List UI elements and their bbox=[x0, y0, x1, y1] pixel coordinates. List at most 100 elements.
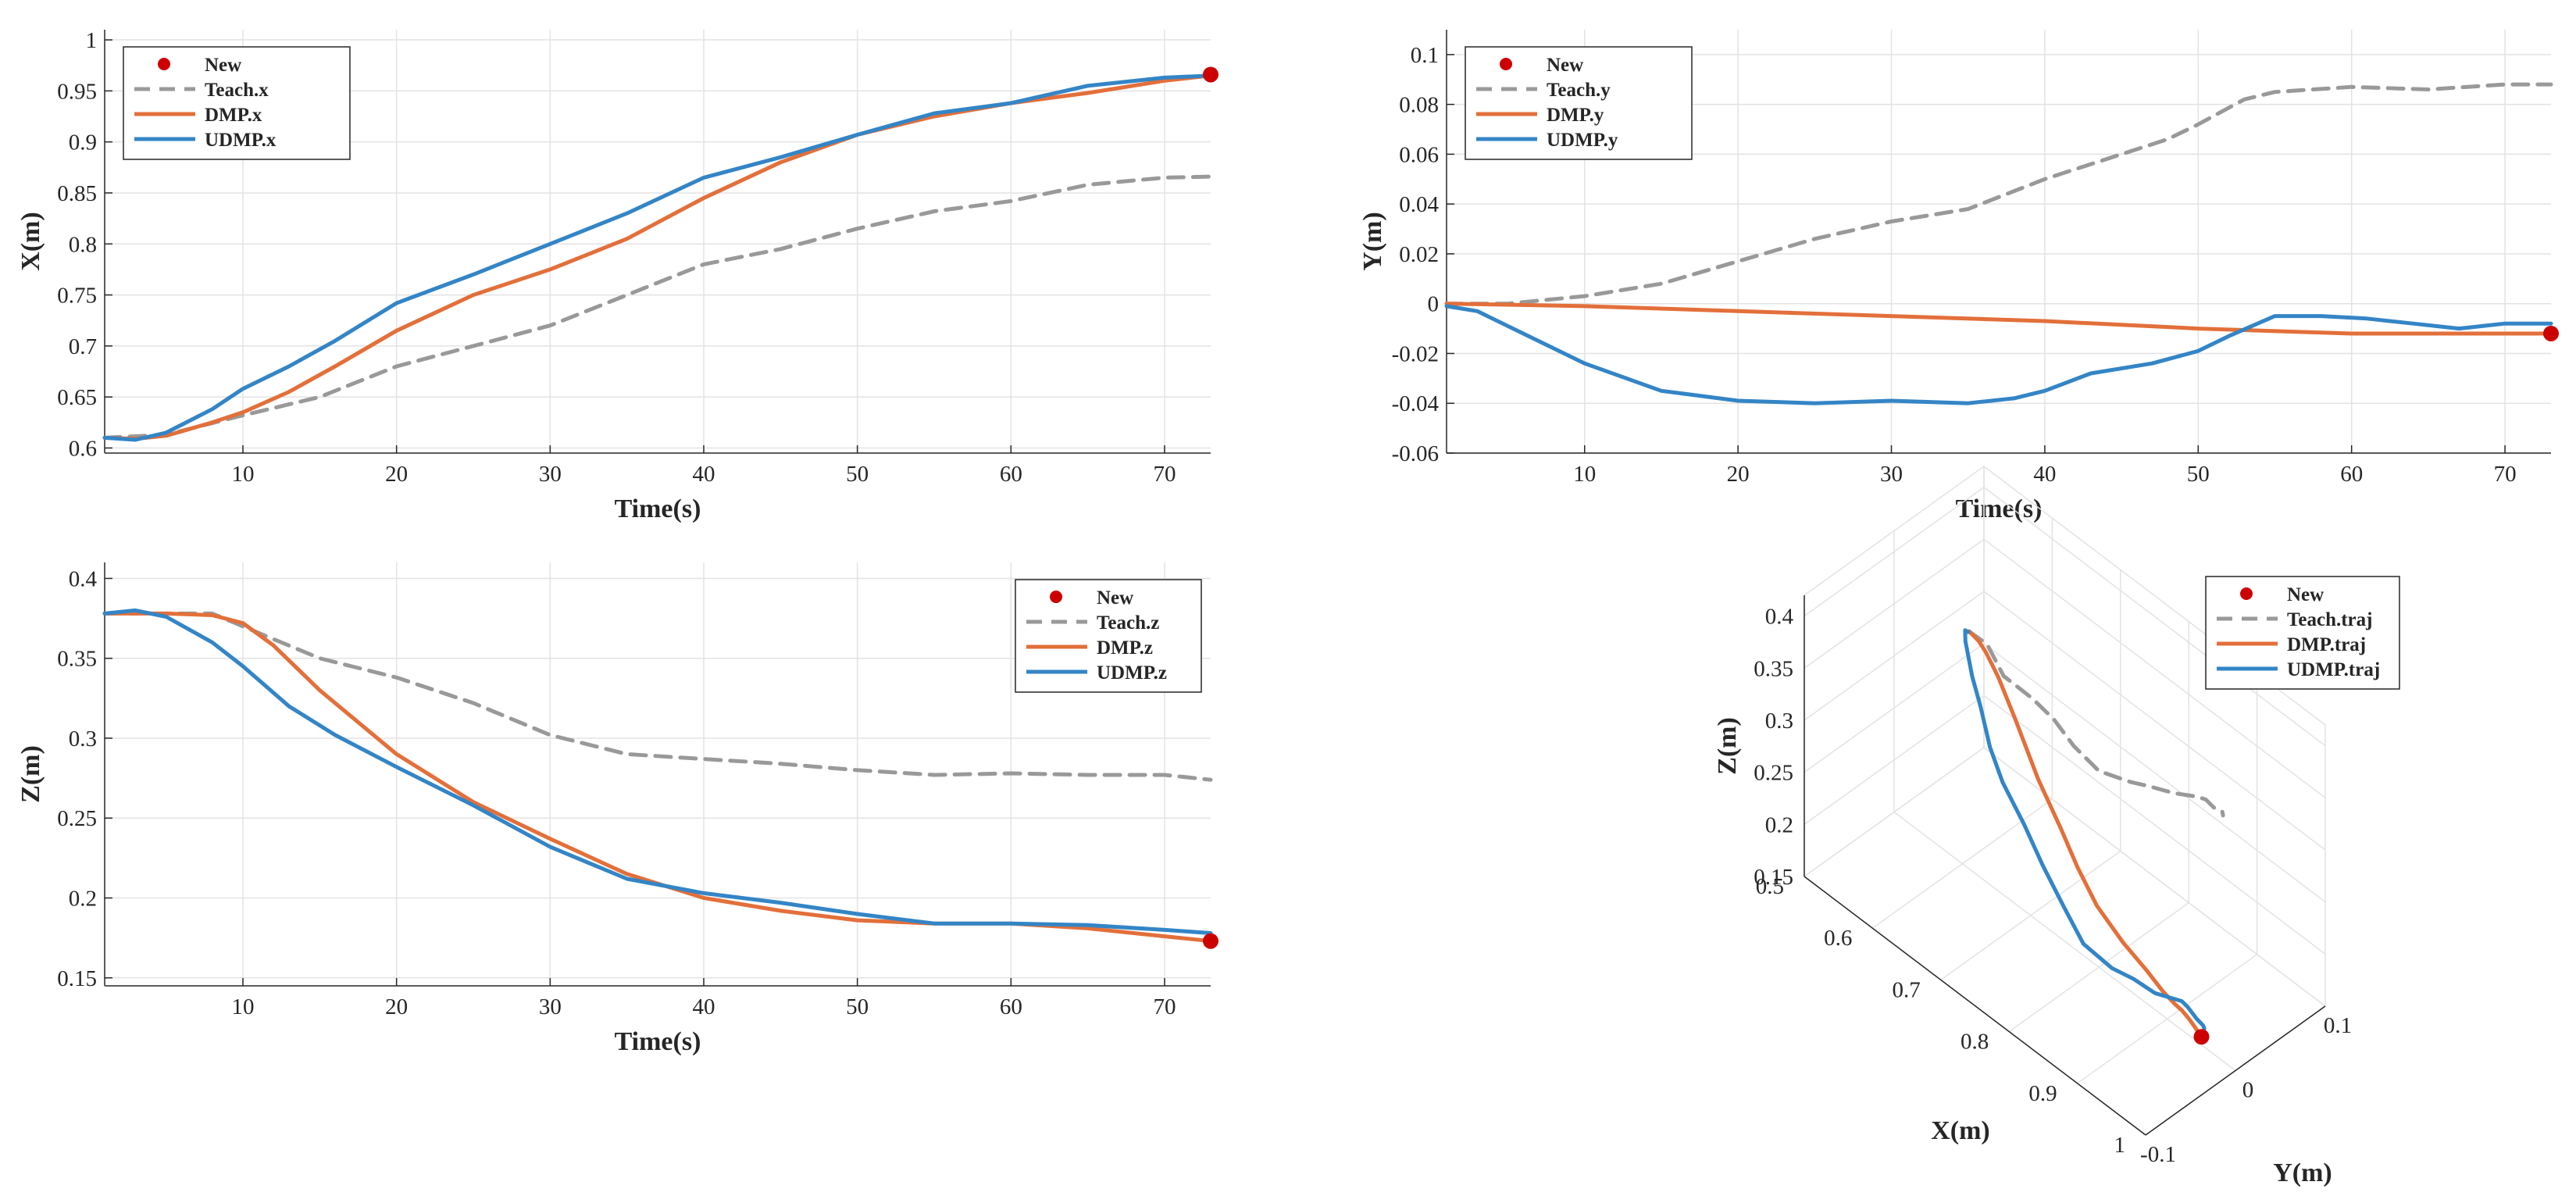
legend-label: DMP.x bbox=[205, 105, 262, 126]
series-line-Teach.x bbox=[102, 174, 1213, 440]
legend-label: UDMP.x bbox=[205, 130, 277, 151]
series-line-Teach.traj bbox=[1967, 629, 2225, 818]
x-axis-label: Time(s) bbox=[615, 494, 701, 523]
x-tick-label: 10 bbox=[232, 994, 255, 1019]
grid-line bbox=[1983, 643, 2326, 903]
y-tick-label: -0.06 bbox=[1392, 441, 1439, 466]
z-axis-label: Z(m) bbox=[1713, 717, 1742, 775]
z-tick-label: 0.25 bbox=[1754, 761, 1793, 786]
x-tick-label: 60 bbox=[2340, 462, 2363, 487]
legend-label: Teach.y bbox=[1547, 80, 1611, 101]
y-tick-label: 0.6 bbox=[69, 436, 97, 461]
x-axis-label: Time(s) bbox=[615, 1027, 701, 1056]
z-tick-label: 0.35 bbox=[1754, 656, 1793, 681]
legend-new-marker bbox=[158, 58, 170, 70]
y-tick-label: 0.1 bbox=[2324, 1013, 2352, 1038]
x-tick-label: 70 bbox=[1154, 462, 1176, 487]
series-line-UDMP.y bbox=[1444, 304, 2553, 405]
legend-label: New bbox=[2287, 584, 2324, 605]
y-tick-label: 0.65 bbox=[57, 385, 97, 410]
y-tick-label: 0.3 bbox=[69, 726, 97, 751]
x-tick-label: 0.7 bbox=[1893, 977, 1921, 1002]
legend-label: Teach.z bbox=[1097, 612, 1159, 634]
y-tick-label: 0.4 bbox=[69, 566, 98, 591]
y-tick-label: 0.85 bbox=[57, 181, 97, 206]
x-tick-label: 0.5 bbox=[1756, 874, 1784, 899]
y-tick-label: -0.04 bbox=[1392, 391, 1440, 416]
new-point-marker bbox=[1203, 66, 1218, 83]
y-tick-label: 0 bbox=[2242, 1078, 2254, 1103]
x-tick-label: 60 bbox=[1000, 462, 1022, 487]
series-line-UDMP.z bbox=[102, 608, 1213, 935]
x-tick-label: 50 bbox=[846, 462, 869, 487]
grid-line bbox=[1983, 694, 2326, 955]
x-tick-label: 0.6 bbox=[1824, 926, 1852, 951]
x-tick-label: 50 bbox=[2187, 462, 2210, 487]
series-line-DMP.traj bbox=[1967, 629, 2203, 1039]
y-tick-label: 0.95 bbox=[57, 79, 97, 104]
x-tick-label: 20 bbox=[385, 994, 408, 1019]
z-tick-label: 0.2 bbox=[1765, 812, 1793, 837]
y-axis-label: Z(m) bbox=[16, 745, 45, 803]
y-tick-label: 0.2 bbox=[69, 887, 97, 912]
y-tick-label: 0 bbox=[1428, 292, 1440, 317]
x-tick-label: 60 bbox=[1000, 994, 1022, 1019]
y-tick-label: -0.1 bbox=[2140, 1142, 2176, 1167]
x-tick-label: 10 bbox=[232, 462, 255, 487]
series-line-UDMP.x bbox=[102, 73, 1213, 442]
x-tick-label: 30 bbox=[539, 994, 562, 1019]
y-tick-label: 0.08 bbox=[1399, 93, 1439, 118]
y-axis-label: X(m) bbox=[16, 212, 45, 271]
y-tick-label: 0.75 bbox=[57, 284, 97, 309]
subplot-y: 10 20 30 40 50 60 70 -0.06 -0.04 -0.02 0 0.02 0.04 0.… bbox=[1358, 30, 2559, 523]
legend-label: Teach.traj bbox=[2287, 609, 2372, 630]
y-tick-label: 0.8 bbox=[69, 232, 97, 257]
x-tick-label: 40 bbox=[693, 994, 715, 1019]
legend-label: UDMP.y bbox=[1547, 130, 1618, 151]
legend-label: DMP.y bbox=[1547, 105, 1604, 126]
new-point-marker bbox=[2193, 1029, 2210, 1045]
x-tick-label: 30 bbox=[1880, 462, 1903, 487]
y-tick-label: 0.02 bbox=[1399, 242, 1439, 267]
x-tick-label: 20 bbox=[385, 462, 408, 487]
new-point-marker bbox=[1203, 933, 1218, 949]
y-tick-label: 1 bbox=[86, 28, 98, 53]
legend-new-marker bbox=[2240, 587, 2253, 600]
legend-label: Teach.x bbox=[205, 80, 269, 101]
subplot-3d-trajectory: 0.5 0.6 0.7 0.8 0.9 1 -0.1 0 0.1 0.15 0.2 0.25 0.3 0.… bbox=[1713, 466, 2400, 1187]
y-tick-label: 0.7 bbox=[69, 334, 97, 359]
x-axis bbox=[1804, 876, 2146, 1136]
x-tick-label: 1 bbox=[2114, 1133, 2126, 1158]
legend-label: DMP.traj bbox=[2287, 634, 2366, 655]
legend-label: DMP.z bbox=[1097, 637, 1153, 659]
grid-line bbox=[1983, 487, 2326, 747]
y-axis bbox=[2145, 1005, 2326, 1136]
x-tick-label: 0.9 bbox=[2028, 1081, 2057, 1106]
legend-new-marker bbox=[1050, 591, 1062, 603]
grid-line bbox=[1983, 591, 2326, 851]
x-tick-label: 20 bbox=[1727, 462, 1750, 487]
legend-label: New bbox=[205, 55, 241, 76]
y-tick-label: 0.25 bbox=[57, 806, 97, 831]
z-tick-label: 0.4 bbox=[1765, 605, 1794, 630]
series-line-DMP.y bbox=[1444, 302, 2553, 336]
x-tick-label: 40 bbox=[2033, 462, 2056, 487]
legend-label: UDMP.traj bbox=[2287, 659, 2380, 680]
y-tick-label: -0.02 bbox=[1392, 341, 1439, 366]
subplot-z: 10 20 30 40 50 60 70 0.15 0.2 0.25 0.3 0.35 0.4 Time(… bbox=[16, 562, 1218, 1056]
x-axis-label: X(m) bbox=[1931, 1116, 1990, 1145]
y-axis-label: Y(m) bbox=[1358, 212, 1387, 271]
grid-line bbox=[1983, 747, 2326, 1007]
grid-line bbox=[1893, 811, 2236, 1072]
x-tick-label: 0.8 bbox=[1961, 1030, 1989, 1055]
x-tick-label: 40 bbox=[693, 462, 715, 487]
z-tick-label: 0.15 bbox=[1754, 865, 1793, 890]
subplot-x: 10 20 30 40 50 60 70 0.6 0.65 0.7 0.75 0.8 0.85 0.9 0.… bbox=[16, 28, 1218, 523]
y-tick-label: 0.9 bbox=[69, 130, 97, 155]
y-tick-label: 0.35 bbox=[57, 647, 97, 672]
legend-label: UDMP.z bbox=[1097, 662, 1167, 684]
x-tick-label: 50 bbox=[846, 994, 869, 1019]
new-point-marker bbox=[2543, 325, 2559, 341]
z-tick-label: 0.3 bbox=[1765, 709, 1793, 734]
